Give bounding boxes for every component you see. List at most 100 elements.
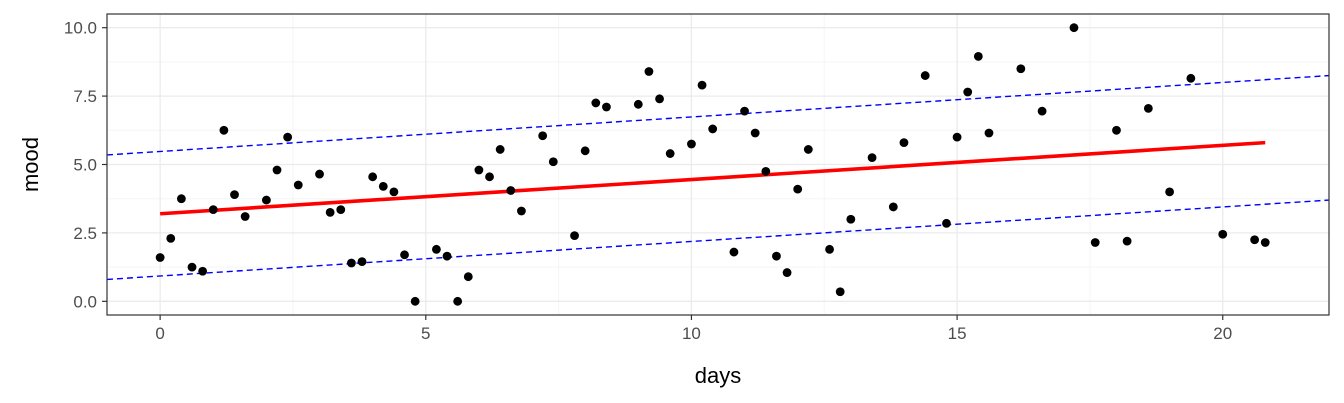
x-tick-label: 5	[421, 324, 430, 343]
data-point	[1218, 229, 1228, 239]
fit-line-group	[160, 140, 1266, 216]
x-axis: 0 5 10 15 20	[155, 315, 1232, 343]
data-point	[867, 153, 877, 163]
data-point	[888, 202, 898, 212]
minor-grid	[107, 14, 1329, 315]
data-point	[1260, 238, 1270, 247]
data-point	[538, 131, 548, 141]
data-point	[1186, 73, 1196, 83]
data-point	[240, 212, 250, 221]
x-tick-label: 10	[682, 324, 701, 343]
data-point	[825, 244, 834, 254]
data-point	[772, 251, 781, 261]
data-point	[761, 166, 771, 176]
data-point	[293, 180, 303, 190]
data-point	[1165, 187, 1175, 197]
data-point	[729, 247, 739, 257]
data-point	[899, 138, 909, 148]
data-point	[602, 102, 611, 112]
data-point	[272, 165, 282, 175]
data-point	[219, 125, 229, 135]
data-point	[1069, 23, 1079, 33]
data-point	[261, 195, 271, 205]
data-point	[495, 145, 505, 154]
upper-dashed-line	[106, 74, 1330, 156]
x-tick-label: 0	[155, 324, 164, 343]
y-tick-label: 5.0	[73, 156, 97, 175]
data-point	[803, 145, 813, 154]
data-point	[1250, 235, 1260, 245]
data-point	[1143, 104, 1153, 113]
data-point	[782, 268, 792, 277]
y-tick-label: 10.0	[64, 19, 97, 38]
x-tick-label: 20	[1213, 324, 1232, 343]
data-point	[835, 287, 845, 297]
data-point	[166, 233, 176, 243]
data-point	[942, 218, 951, 228]
data-point	[187, 262, 197, 272]
data-point	[963, 87, 973, 97]
data-point	[952, 132, 962, 142]
data-point	[442, 251, 452, 261]
data-point	[591, 98, 601, 108]
data-point	[1122, 236, 1132, 246]
y-tick-label: 0.0	[73, 292, 97, 311]
data-point	[1016, 64, 1026, 74]
y-axis: 0.0 2.5 5.0 7.5 10.0	[64, 19, 107, 311]
data-point	[517, 206, 526, 216]
data-point	[485, 172, 494, 182]
data-point	[208, 205, 218, 215]
data-point	[357, 257, 367, 267]
data-point	[336, 205, 346, 215]
data-point	[655, 94, 664, 104]
data-point	[410, 296, 420, 306]
data-point	[846, 214, 856, 224]
data-point	[453, 296, 463, 306]
data-point	[347, 258, 356, 268]
data-point	[1037, 106, 1047, 116]
data-point	[793, 184, 803, 194]
data-point	[474, 165, 484, 175]
data-point	[973, 52, 983, 61]
data-point	[644, 67, 654, 76]
data-point	[432, 244, 441, 254]
data-point	[984, 128, 994, 138]
data-point	[325, 207, 335, 217]
data-points	[155, 23, 1270, 306]
reference-lines	[106, 74, 1330, 281]
data-point	[378, 181, 388, 191]
data-point	[198, 266, 208, 276]
lower-dashed-line	[106, 199, 1330, 281]
data-point	[708, 124, 718, 134]
x-axis-title: days	[695, 363, 741, 388]
data-point	[400, 250, 409, 260]
y-tick-label: 2.5	[73, 224, 97, 243]
data-point	[506, 186, 516, 195]
data-point	[463, 272, 473, 282]
data-point	[548, 157, 558, 167]
data-point	[1112, 125, 1121, 135]
data-point	[570, 231, 579, 241]
data-point	[740, 106, 749, 116]
x-tick-label: 15	[948, 324, 967, 343]
data-point	[665, 149, 675, 158]
data-point	[176, 194, 186, 204]
data-point	[750, 128, 760, 138]
data-point	[368, 172, 378, 182]
data-point	[920, 71, 930, 80]
data-point	[697, 80, 707, 90]
data-point	[1090, 238, 1100, 247]
y-axis-title: mood	[18, 137, 43, 192]
data-point	[687, 139, 696, 149]
data-point	[580, 146, 590, 156]
data-point	[155, 253, 165, 262]
fit-line	[160, 140, 1266, 216]
major-grid	[107, 14, 1329, 315]
y-tick-label: 7.5	[73, 87, 97, 106]
data-point	[389, 187, 399, 197]
data-point	[283, 132, 293, 142]
data-point	[230, 190, 239, 200]
data-point	[315, 169, 324, 179]
